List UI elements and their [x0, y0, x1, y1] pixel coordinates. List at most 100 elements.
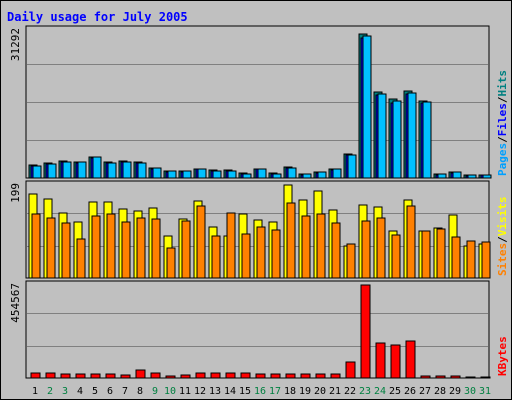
bar-kbytes-day-18 [285, 373, 296, 379]
x-tick-label-day-3: 3 [62, 386, 68, 397]
bar-sites-day-2 [46, 217, 56, 279]
bar-pages-day-27 [422, 101, 432, 179]
bar-kbytes-day-29 [450, 375, 461, 379]
bar-pages-day-23 [362, 35, 372, 179]
x-tick-label-day-20: 20 [314, 386, 326, 397]
chart-title: Daily usage for July 2005 [7, 10, 188, 24]
bar-sites-day-24 [376, 217, 386, 279]
x-tick-label-day-1: 1 [32, 386, 38, 397]
legend-label: / [496, 136, 509, 143]
bar-kbytes-day-6 [105, 373, 116, 379]
bar-kbytes-day-21 [330, 373, 341, 379]
max-label-hits: 31292 [9, 28, 22, 61]
x-tick-label-day-24: 24 [374, 386, 386, 397]
x-tick-label-day-15: 15 [239, 386, 251, 397]
bar-pages-day-15 [242, 173, 252, 179]
x-tick-label-day-17: 17 [269, 386, 281, 397]
x-tick-label-day-23: 23 [359, 386, 371, 397]
x-tick-label-day-22: 22 [344, 386, 356, 397]
bar-pages-day-6 [107, 162, 117, 179]
bar-kbytes-day-2 [45, 372, 56, 379]
bar-kbytes-day-9 [150, 372, 161, 379]
x-tick-label-day-12: 12 [194, 386, 206, 397]
bar-sites-day-14 [226, 212, 236, 279]
bar-kbytes-day-25 [390, 344, 401, 379]
bar-sites-day-12 [196, 205, 206, 279]
x-tick-label-day-21: 21 [329, 386, 341, 397]
legend-label: Pages [496, 143, 509, 176]
bar-kbytes-day-13 [210, 372, 221, 379]
legend-label: Files [496, 103, 509, 136]
x-tick-label-day-6: 6 [107, 386, 113, 397]
bar-sites-day-17 [271, 229, 281, 279]
bar-pages-day-3 [62, 161, 72, 179]
bar-sites-day-22 [346, 243, 356, 279]
x-tick-label-day-11: 11 [179, 386, 191, 397]
bar-pages-day-14 [227, 170, 237, 179]
bar-kbytes-day-7 [120, 374, 131, 379]
bar-sites-day-7 [121, 221, 131, 279]
legend-kbytes: KBytes [496, 336, 509, 376]
x-tick-label-day-26: 26 [404, 386, 416, 397]
bar-pages-day-25 [392, 100, 402, 179]
max-label-visits: 199 [9, 183, 22, 203]
bar-pages-day-2 [47, 163, 57, 179]
bar-sites-day-27 [421, 230, 431, 279]
x-tick-label-day-4: 4 [77, 386, 83, 397]
bar-kbytes-day-3 [60, 373, 71, 379]
bar-pages-day-24 [377, 93, 387, 179]
bar-sites-day-30 [466, 240, 476, 279]
bar-pages-day-13 [212, 170, 222, 179]
bar-pages-day-1 [32, 165, 42, 179]
x-tick-label-day-2: 2 [47, 386, 53, 397]
x-tick-label-day-29: 29 [449, 386, 461, 397]
bar-pages-day-22 [347, 154, 357, 179]
bar-pages-day-20 [317, 171, 327, 179]
bar-sites-day-8 [136, 217, 146, 279]
x-tick-label-day-31: 31 [479, 386, 491, 397]
x-tick-label-day-7: 7 [122, 386, 128, 397]
bar-kbytes-day-30 [465, 376, 476, 379]
bar-kbytes-day-31 [480, 376, 491, 379]
bar-kbytes-day-14 [225, 372, 236, 379]
bar-pages-day-4 [77, 161, 87, 179]
bar-pages-day-28 [437, 173, 447, 179]
bar-sites-day-10 [166, 247, 176, 279]
x-tick-label-day-16: 16 [254, 386, 266, 397]
bar-pages-day-5 [92, 156, 102, 179]
bar-sites-day-31 [481, 241, 491, 279]
legend-label: / [496, 96, 509, 103]
bar-pages-day-17 [272, 173, 282, 179]
max-label-kbytes: 454567 [9, 283, 22, 323]
bar-pages-day-16 [257, 168, 267, 179]
bar-sites-day-29 [451, 236, 461, 279]
bar-sites-day-11 [181, 220, 191, 279]
bar-kbytes-day-11 [180, 374, 191, 379]
bar-kbytes-day-1 [30, 372, 41, 379]
bar-pages-day-29 [452, 171, 462, 179]
bar-pages-day-30 [467, 174, 477, 179]
x-tick-label-day-9: 9 [152, 386, 158, 397]
bar-sites-day-16 [256, 226, 266, 279]
bar-kbytes-day-22 [345, 361, 356, 379]
plot-area-kbytes [25, 280, 490, 379]
bar-sites-day-6 [106, 213, 116, 279]
bar-pages-day-9 [152, 167, 162, 179]
bar-pages-day-19 [302, 173, 312, 179]
x-tick-label-day-13: 13 [209, 386, 221, 397]
bar-sites-day-26 [406, 205, 416, 279]
legend-label: Sites [496, 243, 509, 276]
x-tick-label-day-28: 28 [434, 386, 446, 397]
bar-kbytes-day-27 [420, 375, 431, 379]
bar-kbytes-day-19 [300, 373, 311, 379]
bar-sites-day-4 [76, 238, 86, 279]
bar-kbytes-day-20 [315, 373, 326, 379]
bar-sites-day-9 [151, 218, 161, 279]
bar-kbytes-day-23 [360, 284, 371, 379]
bar-kbytes-day-28 [435, 375, 446, 379]
bar-pages-day-12 [197, 168, 207, 179]
x-tick-label-day-5: 5 [92, 386, 98, 397]
bar-sites-day-5 [91, 215, 101, 279]
